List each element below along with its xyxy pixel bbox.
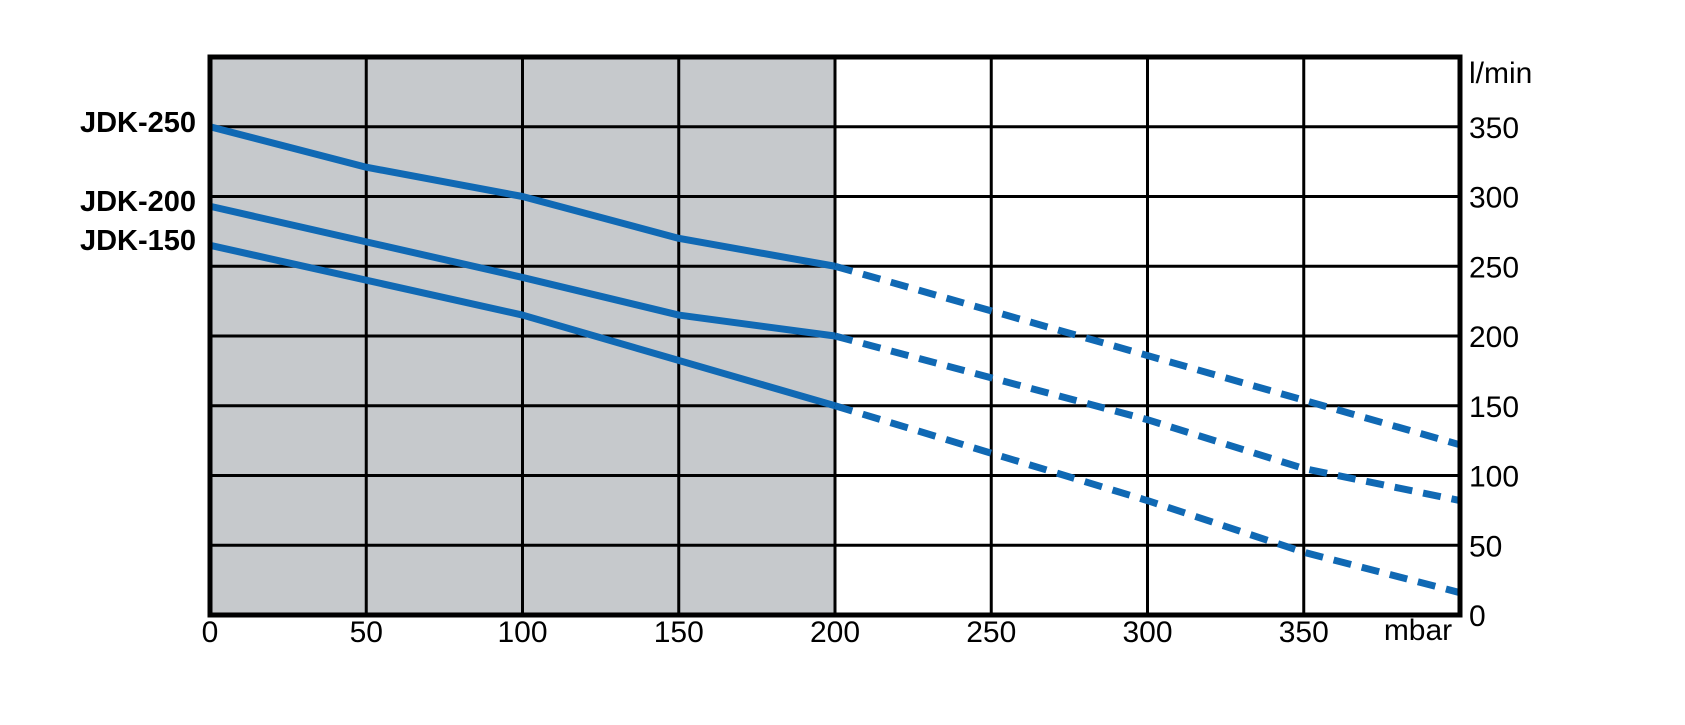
x-tick-label-150: 150 [654, 616, 704, 649]
y-tick-label-300: 300 [1469, 182, 1519, 215]
curve-dashed-jdk-200 [834, 332, 1461, 505]
y-tick-label-350: 350 [1469, 112, 1519, 145]
curve-dashed-jdk-150 [833, 402, 1461, 597]
y-tick-label-150: 150 [1469, 391, 1519, 424]
x-tick-label-200: 200 [810, 616, 860, 649]
y-tick-label-200: 200 [1469, 321, 1519, 354]
y-tick-label-100: 100 [1469, 461, 1519, 494]
y-tick-label-250: 250 [1469, 251, 1519, 284]
series-label-jdk-250: JDK-250 [79, 106, 196, 139]
curve-solid-jdk-250 [209, 123, 836, 270]
series-label-jdk-200: JDK-200 [79, 186, 196, 219]
y-tick-label-0: 0 [1469, 600, 1486, 633]
series-label-jdk-150: JDK-150 [79, 225, 196, 258]
plot-border [207, 54, 1463, 618]
x-tick-label-250: 250 [966, 616, 1016, 649]
curve-dashed-jdk-250 [834, 262, 1461, 449]
y-axis-unit-label: l/min [1469, 57, 1533, 90]
x-tick-label-300: 300 [1122, 616, 1172, 649]
x-tick-label-50: 50 [350, 616, 383, 649]
curve-solid-jdk-200 [209, 202, 836, 340]
x-axis-unit-label: mbar [1383, 614, 1453, 647]
curve-solid-jdk-150 [209, 241, 836, 410]
x-tick-label-100: 100 [497, 616, 547, 649]
y-tick-label-50: 50 [1469, 530, 1502, 563]
x-tick-label-0: 0 [202, 616, 219, 649]
x-tick-label-350: 350 [1279, 616, 1329, 649]
